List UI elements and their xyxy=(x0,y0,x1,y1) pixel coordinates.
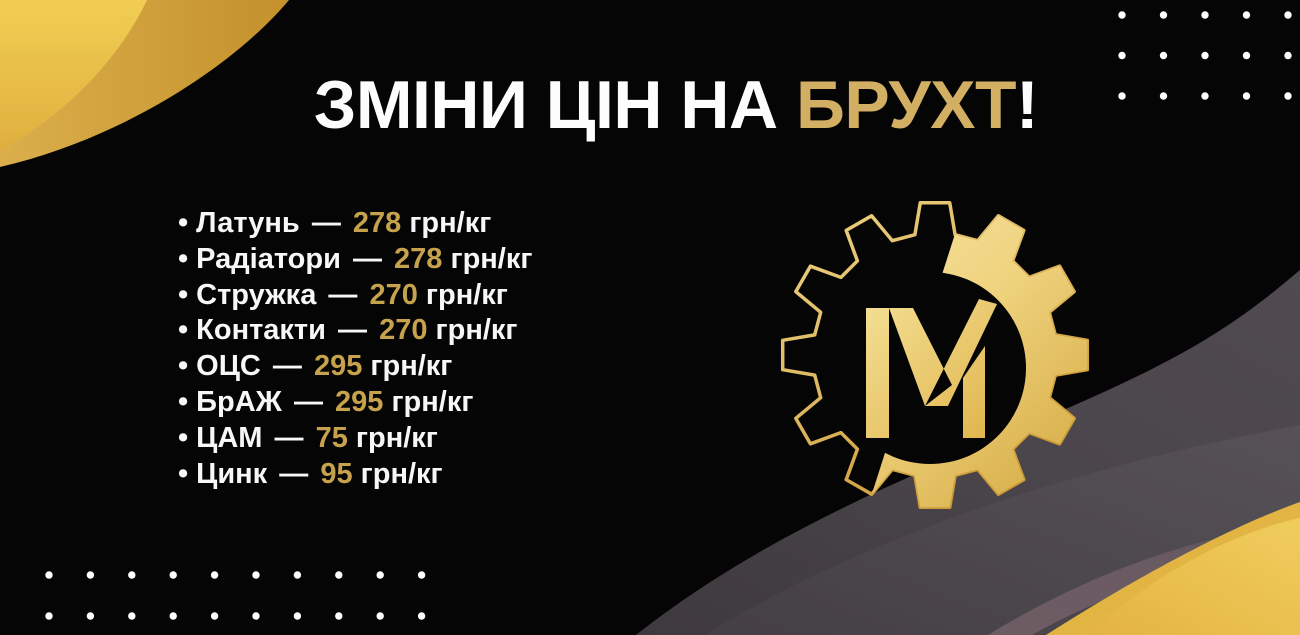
logo-letter-m-icon xyxy=(866,299,997,438)
dot xyxy=(45,612,53,620)
price-unit: грн/кг xyxy=(409,207,492,239)
top-left-swoosh-bright xyxy=(0,0,147,151)
metal-label: ОЦС xyxy=(196,350,261,383)
metal-label: Латунь xyxy=(196,207,300,239)
metal-label: Радіатори xyxy=(196,242,341,275)
page-title: ЗМІНИ ЦІН НА БРУХТ! xyxy=(276,66,1076,144)
dot xyxy=(1284,11,1292,19)
price-unit: грн/кг xyxy=(355,421,438,454)
dot xyxy=(1159,11,1168,19)
price-list: • Латунь — 278 грн/кг • Радіатори — 278 гр… xyxy=(178,206,532,492)
price-value: 270 xyxy=(369,278,418,311)
price-row: • ОЦС — 295 грн/кг xyxy=(178,349,532,385)
dot xyxy=(252,571,260,579)
dot xyxy=(1284,92,1292,100)
dots-top-right xyxy=(1118,11,1292,100)
dot xyxy=(210,571,219,579)
dot xyxy=(169,571,177,579)
dot xyxy=(1201,92,1209,100)
price-unit: грн/кг xyxy=(435,314,518,347)
dot xyxy=(86,571,95,579)
bullet-icon: • xyxy=(178,457,189,490)
metal-label: ЦАМ xyxy=(196,421,263,454)
separator: — xyxy=(272,350,302,383)
dot xyxy=(335,571,343,579)
dot xyxy=(1159,92,1168,100)
price-unit: грн/кг xyxy=(370,350,453,383)
price-row: • Цинк — 95 грн/кг xyxy=(178,457,532,493)
bullet-icon: • xyxy=(178,314,189,347)
dot xyxy=(128,571,136,579)
dot xyxy=(1118,11,1126,19)
price-value: 295 xyxy=(335,385,384,418)
dot xyxy=(1242,51,1251,60)
dot xyxy=(1242,92,1251,100)
bullet-icon: • xyxy=(178,350,189,383)
price-row: • Латунь — 278 грн/кг xyxy=(178,206,532,242)
dot xyxy=(1284,51,1292,60)
bullet-icon: • xyxy=(178,278,189,311)
dot xyxy=(376,612,384,620)
dot xyxy=(169,612,177,620)
separator: — xyxy=(338,314,368,347)
title-highlight: БРУХТ xyxy=(796,67,1017,143)
dot xyxy=(376,571,384,579)
bullet-icon: • xyxy=(178,242,189,275)
metal-label: Цинк xyxy=(196,457,268,490)
bullet-icon: • xyxy=(178,207,189,239)
price-value: 295 xyxy=(313,350,363,383)
dot xyxy=(293,571,302,579)
price-row: • БрАЖ — 295 грн/кг xyxy=(178,385,532,421)
price-row: • ЦАМ — 75 грн/кг xyxy=(178,421,532,457)
dot xyxy=(252,612,260,620)
dots-bottom-left xyxy=(45,571,426,620)
dot xyxy=(417,571,426,579)
price-row: • Контакти — 270 грн/кг xyxy=(178,313,532,349)
separator: — xyxy=(279,457,309,490)
separator: — xyxy=(328,278,358,311)
dot xyxy=(1118,51,1126,60)
separator: — xyxy=(274,421,304,454)
price-unit: грн/кг xyxy=(425,278,508,311)
price-unit: грн/кг xyxy=(391,385,474,418)
bullet-icon: • xyxy=(178,421,189,454)
dot xyxy=(1201,11,1209,19)
gear-logo: M xyxy=(780,200,1090,510)
dot xyxy=(1118,92,1126,100)
dot xyxy=(1159,51,1168,60)
metal-label: БрАЖ xyxy=(196,385,282,418)
bullet-icon: • xyxy=(178,385,189,418)
dot xyxy=(1201,51,1209,60)
dot xyxy=(128,612,136,620)
separator: — xyxy=(311,207,341,239)
metal-label: Контакти xyxy=(196,314,326,347)
dot xyxy=(293,612,302,620)
corner-gold-light xyxy=(1088,518,1300,635)
price-value: 95 xyxy=(320,457,353,490)
separator: — xyxy=(352,242,382,275)
price-unit: грн/кг xyxy=(450,242,533,275)
dot xyxy=(417,612,426,620)
price-unit: грн/кг xyxy=(360,457,443,490)
price-row: • Стружка — 270 грн/кг xyxy=(178,278,532,314)
dot xyxy=(1242,11,1251,19)
price-value: 278 xyxy=(352,207,402,239)
price-row: • Радіатори — 278 грн/кг xyxy=(178,242,532,278)
price-value: 278 xyxy=(394,242,443,275)
title-suffix: ! xyxy=(1016,67,1039,143)
separator: — xyxy=(293,385,323,418)
metal-label: Стружка xyxy=(196,278,317,311)
dot xyxy=(210,612,219,620)
price-value: 75 xyxy=(315,421,348,454)
title-prefix: ЗМІНИ ЦІН НА xyxy=(313,67,778,143)
dot xyxy=(335,612,343,620)
price-value: 270 xyxy=(379,314,428,347)
dot xyxy=(86,612,95,620)
dot xyxy=(45,571,53,579)
